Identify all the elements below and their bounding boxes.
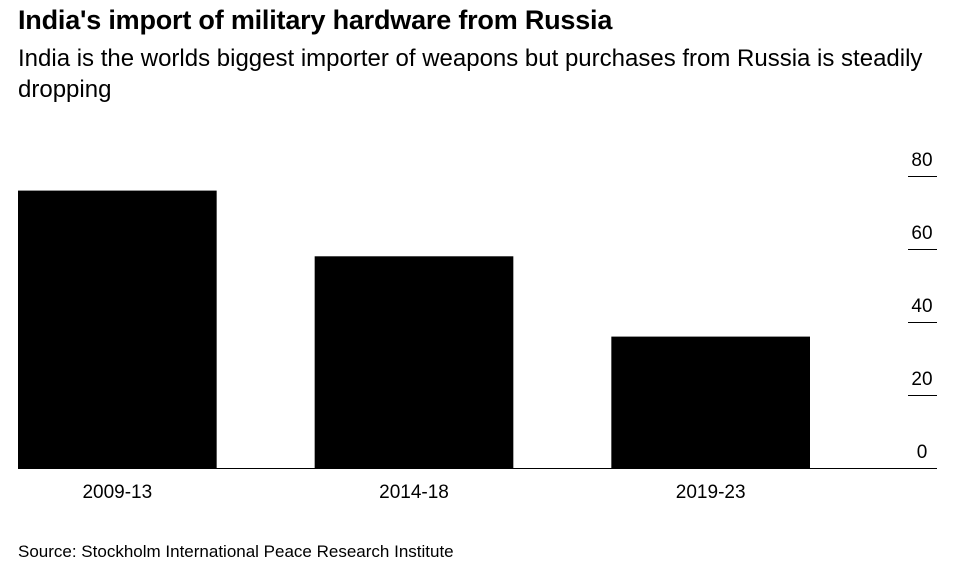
y-tick-label: 0 <box>917 442 928 463</box>
chart-subtitle: India is the worlds biggest importer of … <box>18 45 923 103</box>
y-tick-label: 40 <box>911 296 932 317</box>
y-tick-label: 60 <box>911 223 932 244</box>
source-note: Source: Stockholm International Peace Re… <box>18 542 454 561</box>
x-tick-label: 2019-23 <box>676 482 746 503</box>
x-tick-label: 2009-13 <box>82 482 152 503</box>
y-tick-label: 20 <box>911 369 932 390</box>
x-tick-label: 2014-18 <box>379 482 449 503</box>
bar-2019-23 <box>611 336 810 468</box>
bar-2009-13 <box>18 190 217 468</box>
chart-title: India's import of military hardware from… <box>18 5 613 35</box>
bar-2014-18 <box>314 256 514 468</box>
y-tick-label: 80 <box>911 150 932 171</box>
